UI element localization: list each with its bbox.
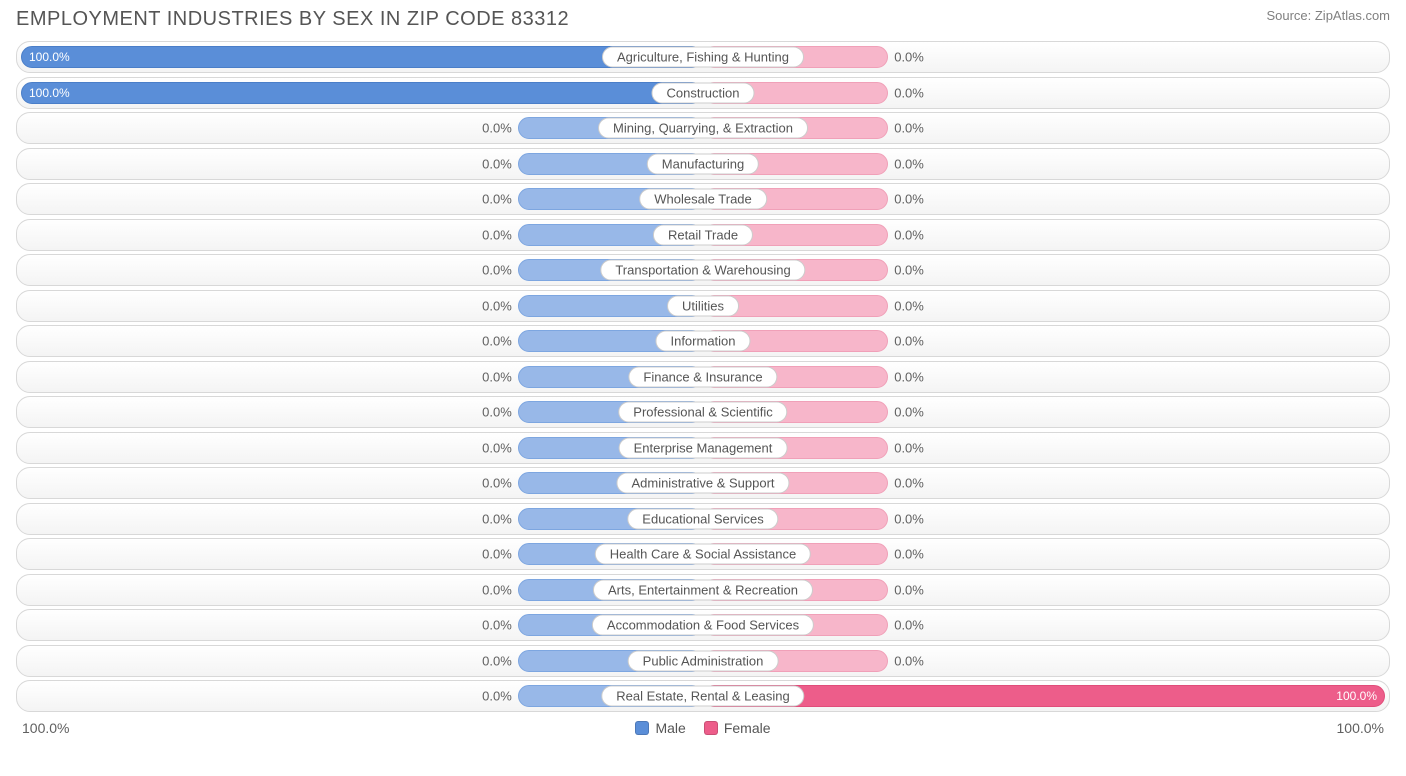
chart-footer: 100.0% Male Female 100.0% — [0, 716, 1406, 736]
male-value-label: 0.0% — [482, 121, 512, 136]
legend-label-female: Female — [724, 720, 771, 736]
female-value-label: 0.0% — [894, 440, 924, 455]
chart-row: 0.0% 0.0% Arts, Entertainment & Recreation — [16, 574, 1390, 606]
male-value-label: 0.0% — [482, 192, 512, 207]
legend-swatch-male — [635, 721, 649, 735]
female-value-label: 0.0% — [894, 582, 924, 597]
category-label: Accommodation & Food Services — [592, 615, 814, 636]
chart-row: 0.0% 0.0% Information — [16, 325, 1390, 357]
female-value-label: 0.0% — [894, 156, 924, 171]
female-value-label: 0.0% — [894, 405, 924, 420]
chart-title: EMPLOYMENT INDUSTRIES BY SEX IN ZIP CODE… — [16, 8, 569, 31]
chart-row: 0.0% 0.0% Mining, Quarrying, & Extraction — [16, 112, 1390, 144]
legend-swatch-female — [704, 721, 718, 735]
chart-row: 0.0% 0.0% Transportation & Warehousing — [16, 254, 1390, 286]
male-value-label: 0.0% — [482, 440, 512, 455]
category-label: Mining, Quarrying, & Extraction — [598, 118, 808, 139]
male-value-label: 0.0% — [482, 547, 512, 562]
chart-row: 100.0% 0.0% Construction — [16, 77, 1390, 109]
chart-row: 0.0% 100.0% Real Estate, Rental & Leasing — [16, 680, 1390, 712]
chart-row: 0.0% 0.0% Educational Services — [16, 503, 1390, 535]
chart-area: 100.0% 0.0% Agriculture, Fishing & Hunting… — [0, 35, 1406, 712]
category-label: Wholesale Trade — [639, 189, 767, 210]
category-label: Utilities — [667, 295, 739, 316]
female-value-label: 0.0% — [894, 263, 924, 278]
male-value-label: 0.0% — [482, 227, 512, 242]
chart-row: 0.0% 0.0% Health Care & Social Assistance — [16, 538, 1390, 570]
female-bar — [703, 685, 1385, 707]
male-value-label: 100.0% — [29, 86, 70, 100]
legend: Male Female — [635, 720, 770, 736]
chart-row: 0.0% 0.0% Enterprise Management — [16, 432, 1390, 464]
legend-item-male: Male — [635, 720, 685, 736]
chart-row: 0.0% 0.0% Finance & Insurance — [16, 361, 1390, 393]
female-value-label: 0.0% — [894, 618, 924, 633]
male-value-label: 0.0% — [482, 405, 512, 420]
male-value-label: 0.0% — [482, 156, 512, 171]
chart-row: 0.0% 0.0% Accommodation & Food Services — [16, 609, 1390, 641]
male-value-label: 0.0% — [482, 369, 512, 384]
category-label: Manufacturing — [647, 153, 759, 174]
category-label: Professional & Scientific — [618, 402, 787, 423]
male-value-label: 0.0% — [482, 511, 512, 526]
category-label: Transportation & Warehousing — [600, 260, 805, 281]
category-label: Finance & Insurance — [628, 366, 777, 387]
category-label: Construction — [652, 82, 755, 103]
chart-row: 0.0% 0.0% Manufacturing — [16, 148, 1390, 180]
chart-row: 0.0% 0.0% Utilities — [16, 290, 1390, 322]
female-value-label: 0.0% — [894, 476, 924, 491]
chart-header: EMPLOYMENT INDUSTRIES BY SEX IN ZIP CODE… — [0, 0, 1406, 35]
male-value-label: 100.0% — [29, 50, 70, 64]
axis-right-label: 100.0% — [1337, 720, 1384, 736]
female-value-label: 0.0% — [894, 298, 924, 313]
category-label: Retail Trade — [653, 224, 753, 245]
female-value-label: 0.0% — [894, 50, 924, 65]
chart-row: 0.0% 0.0% Public Administration — [16, 645, 1390, 677]
male-value-label: 0.0% — [482, 689, 512, 704]
chart-source: Source: ZipAtlas.com — [1266, 8, 1390, 23]
chart-row: 0.0% 0.0% Professional & Scientific — [16, 396, 1390, 428]
category-label: Information — [655, 331, 750, 352]
female-value-label: 0.0% — [894, 192, 924, 207]
male-value-label: 0.0% — [482, 334, 512, 349]
male-value-label: 0.0% — [482, 476, 512, 491]
chart-row: 100.0% 0.0% Agriculture, Fishing & Hunting — [16, 41, 1390, 73]
category-label: Arts, Entertainment & Recreation — [593, 579, 813, 600]
female-value-label: 0.0% — [894, 227, 924, 242]
legend-label-male: Male — [655, 720, 685, 736]
category-label: Administrative & Support — [616, 473, 789, 494]
category-label: Real Estate, Rental & Leasing — [601, 686, 804, 707]
female-value-label: 0.0% — [894, 334, 924, 349]
male-value-label: 0.0% — [482, 582, 512, 597]
category-label: Public Administration — [628, 650, 779, 671]
male-value-label: 0.0% — [482, 653, 512, 668]
category-label: Agriculture, Fishing & Hunting — [602, 47, 804, 68]
axis-left-label: 100.0% — [22, 720, 69, 736]
female-value-label: 0.0% — [894, 121, 924, 136]
chart-row: 0.0% 0.0% Wholesale Trade — [16, 183, 1390, 215]
category-label: Enterprise Management — [619, 437, 788, 458]
category-label: Health Care & Social Assistance — [595, 544, 811, 565]
male-value-label: 0.0% — [482, 263, 512, 278]
female-value-label: 0.0% — [894, 653, 924, 668]
chart-row: 0.0% 0.0% Administrative & Support — [16, 467, 1390, 499]
female-value-label: 100.0% — [1336, 689, 1377, 703]
legend-item-female: Female — [704, 720, 771, 736]
category-label: Educational Services — [627, 508, 778, 529]
female-value-label: 0.0% — [894, 369, 924, 384]
female-value-label: 0.0% — [894, 547, 924, 562]
female-value-label: 0.0% — [894, 85, 924, 100]
chart-row: 0.0% 0.0% Retail Trade — [16, 219, 1390, 251]
female-value-label: 0.0% — [894, 511, 924, 526]
male-bar — [21, 82, 703, 104]
male-value-label: 0.0% — [482, 298, 512, 313]
male-bar — [21, 46, 703, 68]
male-value-label: 0.0% — [482, 618, 512, 633]
